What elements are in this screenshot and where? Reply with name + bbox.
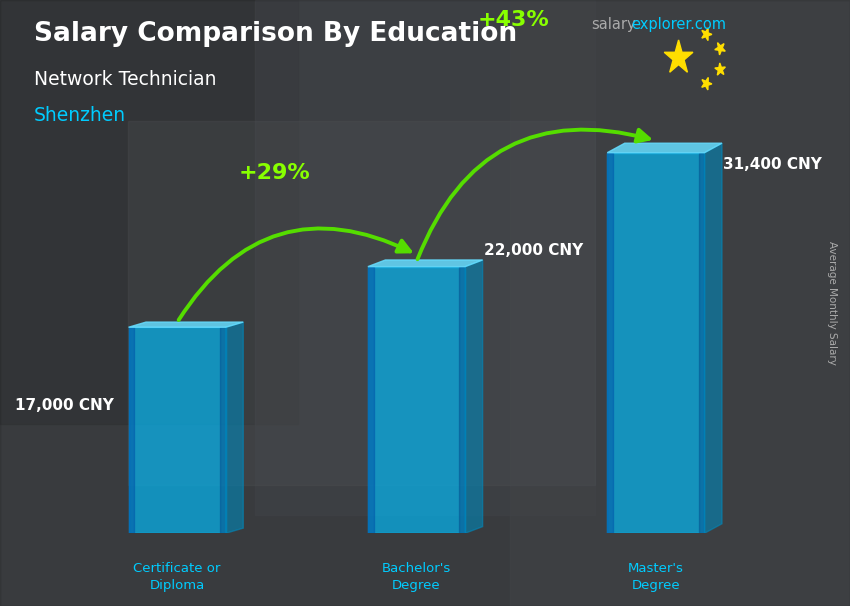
Polygon shape: [607, 143, 722, 153]
Text: Certificate or
Diploma: Certificate or Diploma: [133, 562, 221, 593]
Polygon shape: [664, 40, 693, 72]
Polygon shape: [705, 143, 722, 533]
Text: Average Monthly Salary: Average Monthly Salary: [827, 241, 837, 365]
Text: +29%: +29%: [239, 163, 310, 184]
Polygon shape: [715, 42, 725, 55]
Polygon shape: [715, 63, 725, 75]
Bar: [699, 153, 705, 533]
Bar: [128, 327, 134, 533]
Text: salary: salary: [591, 17, 635, 32]
Bar: [607, 153, 705, 533]
Bar: [510, 0, 850, 606]
Bar: [459, 267, 465, 533]
Polygon shape: [368, 260, 483, 267]
Text: +43%: +43%: [478, 10, 550, 30]
Bar: [368, 267, 465, 533]
Text: 31,400 CNY: 31,400 CNY: [723, 156, 822, 171]
Text: explorer.com: explorer.com: [632, 17, 727, 32]
Text: Salary Comparison By Education: Salary Comparison By Education: [34, 21, 517, 47]
Bar: [607, 153, 613, 533]
Polygon shape: [128, 322, 243, 327]
Bar: [128, 327, 226, 533]
Bar: [128, 121, 595, 485]
Bar: [220, 327, 226, 533]
Polygon shape: [702, 78, 712, 90]
Text: 17,000 CNY: 17,000 CNY: [14, 398, 114, 413]
Bar: [368, 267, 374, 533]
Bar: [255, 0, 595, 515]
Polygon shape: [702, 28, 712, 41]
Polygon shape: [226, 322, 243, 533]
Text: 22,000 CNY: 22,000 CNY: [484, 243, 583, 258]
Polygon shape: [465, 260, 483, 533]
Text: Shenzhen: Shenzhen: [34, 106, 126, 125]
Text: Network Technician: Network Technician: [34, 70, 217, 88]
Text: Master's
Degree: Master's Degree: [628, 562, 683, 593]
Text: Bachelor's
Degree: Bachelor's Degree: [382, 562, 451, 593]
Bar: [0, 0, 298, 424]
